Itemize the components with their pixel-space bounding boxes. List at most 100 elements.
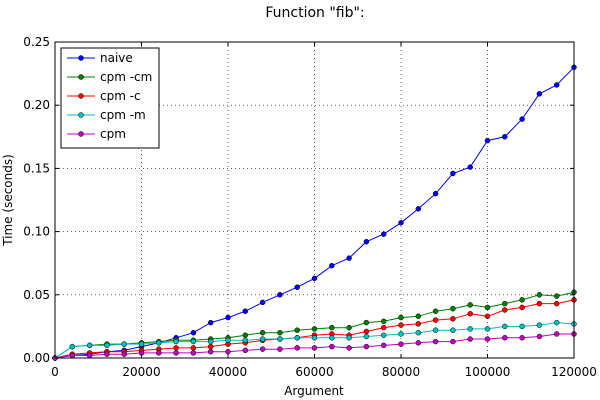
data-point-cpm-cm [502, 300, 508, 307]
data-point-cpm-m [86, 342, 93, 349]
legend-label-naive: naive [100, 51, 133, 65]
data-point-cpm-m [225, 337, 231, 344]
data-point-cpm-c [484, 313, 491, 320]
data-point-cpm [553, 331, 560, 337]
data-point-cpm-cm [242, 332, 249, 338]
data-point-cpm [311, 345, 318, 351]
chart-title: Function "fib": [265, 5, 364, 21]
data-point-naive [467, 164, 473, 170]
data-point-cpm-c [207, 343, 214, 350]
y-tick-label: 0.00 [23, 351, 50, 365]
data-point-cpm-c [467, 311, 473, 317]
data-point-cpm-m [553, 319, 560, 326]
data-point-cpm-cm [363, 319, 370, 326]
data-point-cpm-m [415, 329, 422, 336]
legend: naive cpm -cm cpm -c cpm -m cpm [60, 47, 160, 149]
data-point-cpm [86, 352, 93, 359]
data-point-cpm-cm [294, 327, 300, 333]
data-point-cpm-c [415, 321, 422, 327]
data-point-naive [415, 206, 422, 212]
data-point-cpm-m [380, 332, 387, 338]
data-point-cpm-m [277, 336, 283, 342]
y-tick-label: 0.10 [23, 225, 50, 239]
data-point-cpm-m [329, 335, 335, 341]
data-point-cpm-c [398, 322, 404, 328]
data-point-naive [294, 284, 300, 290]
data-point-naive [242, 308, 249, 314]
data-point-cpm-cm [432, 308, 439, 314]
data-point-cpm-m [484, 326, 491, 332]
data-point-naive [190, 329, 197, 336]
legend-box [60, 47, 160, 149]
data-point-naive [502, 134, 508, 140]
data-point-cpm-c [432, 317, 439, 323]
data-point-cpm-m [69, 343, 76, 350]
data-point-cpm [104, 351, 110, 357]
legend-marker-cpm-cm [78, 74, 84, 80]
data-point-naive [484, 137, 491, 144]
data-point-cpm [225, 348, 231, 355]
data-point-cpm-c [553, 300, 560, 307]
data-point-cpm-c [363, 328, 370, 335]
data-point-cpm-m [467, 326, 473, 332]
data-point-cpm [450, 338, 456, 345]
data-point-cpm [121, 351, 127, 357]
data-point-cpm-c [173, 345, 179, 351]
data-point-cpm-c [502, 307, 508, 313]
data-point-naive [363, 238, 370, 245]
legend-marker-naive [78, 55, 84, 61]
data-point-cpm [190, 350, 197, 356]
data-point-cpm-m [432, 327, 439, 333]
data-point-naive [536, 91, 543, 97]
data-point-naive [432, 190, 439, 197]
data-point-cpm-m [294, 335, 300, 341]
data-point-cpm-m [173, 338, 179, 345]
data-point-cpm-cm [346, 324, 352, 331]
y-tick-label: 0.15 [23, 161, 50, 175]
data-point-cpm-cm [467, 302, 473, 308]
data-point-cpm-cm [484, 304, 491, 311]
y-tick-label: 0.20 [23, 98, 50, 112]
y-axis-label: Time (seconds) [1, 154, 15, 247]
x-tick-label: 80000 [382, 365, 420, 379]
data-point-cpm [242, 347, 249, 354]
data-point-cpm-cm [380, 318, 387, 325]
series-group [52, 64, 577, 361]
data-point-cpm-cm [277, 329, 283, 336]
data-point-cpm-m [519, 323, 525, 330]
data-point-cpm [502, 335, 508, 341]
data-point-naive [553, 82, 560, 88]
data-point-cpm-cm [398, 314, 404, 321]
data-point-cpm-m [138, 341, 145, 347]
data-point-naive [259, 299, 266, 306]
data-point-cpm [363, 343, 370, 350]
y-tick-label: 0.05 [23, 288, 50, 302]
data-point-cpm-c [450, 316, 456, 322]
series-cpm-m [52, 319, 577, 361]
x-tick-label: 120000 [551, 365, 597, 379]
data-point-cpm-cm [415, 313, 422, 320]
data-point-naive [398, 220, 404, 226]
data-point-cpm [259, 346, 266, 352]
series-cpm [52, 331, 577, 361]
x-tick-label: 60000 [295, 365, 333, 379]
legend-marker-cpm-c [78, 93, 84, 99]
data-point-naive [450, 170, 456, 177]
data-point-cpm [398, 341, 404, 347]
data-point-cpm-m [104, 342, 110, 349]
legend-label-cpm-c: cpm -c [100, 89, 141, 103]
data-point-cpm-m [242, 337, 249, 344]
data-point-cpm-cm [329, 324, 335, 331]
data-point-cpm-c [190, 345, 197, 351]
data-point-cpm-m [502, 323, 508, 330]
data-point-cpm [277, 346, 283, 352]
data-point-cpm-m [121, 341, 127, 347]
data-point-cpm-m [190, 338, 197, 345]
data-point-cpm-m [311, 335, 318, 341]
data-point-naive [329, 262, 335, 269]
data-point-cpm [536, 333, 543, 340]
data-point-cpm-cm [450, 305, 456, 312]
legend-label-cpm: cpm [100, 127, 126, 141]
